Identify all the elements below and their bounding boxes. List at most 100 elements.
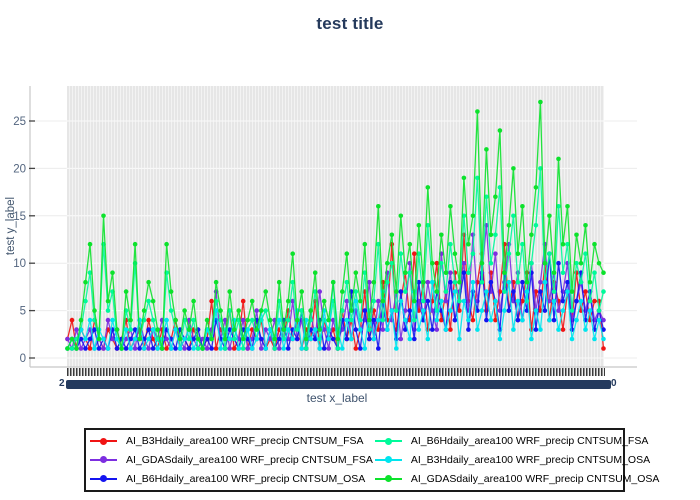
data-point-marker[interactable] <box>470 279 476 285</box>
data-point-marker[interactable] <box>353 298 359 304</box>
data-point-marker[interactable] <box>380 298 386 304</box>
data-point-marker[interactable] <box>213 308 219 313</box>
data-point-marker[interactable] <box>362 346 368 351</box>
data-point-marker[interactable] <box>362 308 368 313</box>
data-point-marker[interactable] <box>290 251 296 256</box>
data-point-marker[interactable] <box>353 327 359 332</box>
data-point-marker[interactable] <box>164 241 169 247</box>
data-point-marker[interactable] <box>398 213 404 219</box>
data-point-marker[interactable] <box>371 279 377 285</box>
data-point-marker[interactable] <box>263 289 269 294</box>
data-point-marker[interactable] <box>96 346 102 351</box>
data-point-marker[interactable] <box>105 317 111 323</box>
data-point-marker[interactable] <box>321 298 327 304</box>
data-point-marker[interactable] <box>425 298 431 304</box>
data-point-marker[interactable] <box>317 289 323 294</box>
data-point-marker[interactable] <box>479 260 485 266</box>
data-point-marker[interactable] <box>200 346 205 351</box>
data-point-marker[interactable] <box>529 232 534 238</box>
data-point-marker[interactable] <box>484 289 489 294</box>
data-point-marker[interactable] <box>168 346 174 351</box>
data-point-marker[interactable] <box>308 308 314 313</box>
data-point-marker[interactable] <box>330 279 336 285</box>
data-point-marker[interactable] <box>294 317 300 323</box>
data-point-marker[interactable] <box>335 336 341 342</box>
data-point-marker[interactable] <box>132 327 138 332</box>
data-point-marker[interactable] <box>425 279 431 285</box>
data-point-marker[interactable] <box>497 336 503 342</box>
data-point-marker[interactable] <box>578 279 584 285</box>
data-point-marker[interactable] <box>132 336 138 342</box>
data-point-marker[interactable] <box>551 317 557 323</box>
data-point-marker[interactable] <box>470 317 476 323</box>
data-point-marker[interactable] <box>493 251 498 256</box>
data-point-marker[interactable] <box>177 346 183 351</box>
data-point-marker[interactable] <box>132 241 138 247</box>
data-point-marker[interactable] <box>65 336 70 342</box>
data-point-marker[interactable] <box>403 270 408 276</box>
data-point-marker[interactable] <box>141 346 147 351</box>
data-point-marker[interactable] <box>439 298 444 304</box>
data-point-marker[interactable] <box>565 279 570 285</box>
data-point-marker[interactable] <box>231 327 237 332</box>
data-point-marker[interactable] <box>466 317 471 323</box>
data-point-marker[interactable] <box>69 346 75 351</box>
data-point-marker[interactable] <box>592 336 597 342</box>
data-point-marker[interactable] <box>321 327 327 332</box>
data-point-marker[interactable] <box>448 279 453 285</box>
data-point-marker[interactable] <box>434 327 440 332</box>
data-point-marker[interactable] <box>358 327 363 332</box>
legend-item[interactable]: AI_B6Hdaily_area100 WRF_precip CNTSUM_OS… <box>88 473 373 485</box>
data-point-marker[interactable] <box>376 204 381 209</box>
data-point-marker[interactable] <box>123 336 129 342</box>
data-point-marker[interactable] <box>592 270 597 276</box>
data-point-marker[interactable] <box>403 289 408 294</box>
data-point-marker[interactable] <box>209 346 214 351</box>
data-point-marker[interactable] <box>556 327 561 332</box>
data-point-marker[interactable] <box>457 298 462 304</box>
data-point-marker[interactable] <box>281 346 287 351</box>
data-point-marker[interactable] <box>479 279 485 285</box>
data-point-marker[interactable] <box>146 279 151 285</box>
data-point-marker[interactable] <box>466 241 471 247</box>
legend-item[interactable]: AI_B3Hdaily_area100 WRF_precip CNTSUM_OS… <box>373 454 660 466</box>
data-point-marker[interactable] <box>448 241 453 247</box>
data-point-marker[interactable] <box>421 298 426 304</box>
data-point-marker[interactable] <box>529 336 534 342</box>
data-point-marker[interactable] <box>425 336 431 342</box>
data-point-marker[interactable] <box>520 317 525 323</box>
data-point-marker[interactable] <box>299 289 305 294</box>
data-point-marker[interactable] <box>452 317 458 323</box>
data-point-marker[interactable] <box>186 327 192 332</box>
data-point-marker[interactable] <box>353 289 359 294</box>
data-point-marker[interactable] <box>511 213 516 219</box>
data-point-marker[interactable] <box>551 298 557 304</box>
data-point-marker[interactable] <box>470 251 476 256</box>
data-point-marker[interactable] <box>78 336 84 342</box>
data-point-marker[interactable] <box>457 308 462 313</box>
data-point-marker[interactable] <box>430 260 435 266</box>
data-point-marker[interactable] <box>547 251 552 256</box>
data-point-marker[interactable] <box>551 289 557 294</box>
data-point-marker[interactable] <box>601 336 606 342</box>
data-point-marker[interactable] <box>403 327 408 332</box>
data-point-marker[interactable] <box>340 346 345 351</box>
data-point-marker[interactable] <box>105 308 111 313</box>
data-point-marker[interactable] <box>524 279 530 285</box>
data-point-marker[interactable] <box>222 346 228 351</box>
data-point-marker[interactable] <box>380 327 386 332</box>
data-point-marker[interactable] <box>204 346 210 351</box>
data-point-marker[interactable] <box>114 336 120 342</box>
data-point-marker[interactable] <box>303 346 309 351</box>
legend-item[interactable]: AI_B6Hdaily_area100 WRF_precip CNTSUM_FS… <box>373 435 660 447</box>
data-point-marker[interactable] <box>150 317 156 323</box>
data-point-marker[interactable] <box>240 317 246 323</box>
data-point-marker[interactable] <box>182 346 187 351</box>
data-point-marker[interactable] <box>191 317 196 323</box>
data-point-marker[interactable] <box>443 327 449 332</box>
data-point-marker[interactable] <box>547 317 552 323</box>
data-point-marker[interactable] <box>560 298 566 304</box>
data-point-marker[interactable] <box>146 336 151 342</box>
data-point-marker[interactable] <box>385 327 390 332</box>
data-point-marker[interactable] <box>150 327 156 332</box>
